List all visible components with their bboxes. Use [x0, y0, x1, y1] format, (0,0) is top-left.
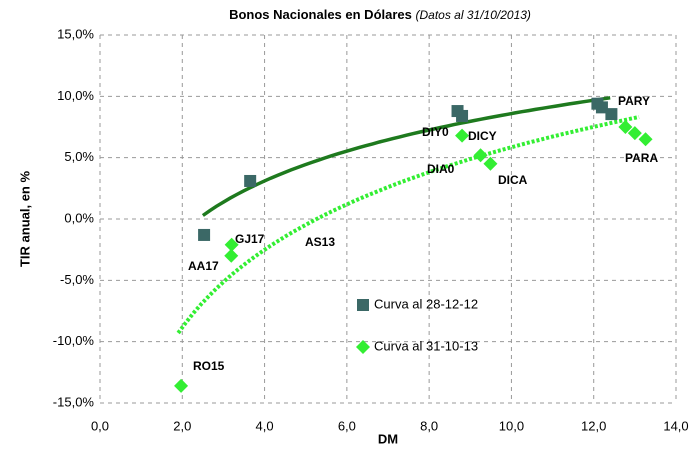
legend-label: Curva al 31-10-13 [374, 338, 478, 353]
annotation: GJ17 [235, 232, 265, 246]
square-marker [198, 228, 211, 241]
y-tick-label: -10,0% [53, 333, 95, 348]
y-axis-label: TIR anual, en % [17, 171, 32, 268]
x-tick-label: 12,0 [581, 418, 606, 433]
annotation: AS13 [305, 235, 335, 249]
x-tick-label: 4,0 [256, 418, 274, 433]
x-tick-label: 2,0 [173, 418, 191, 433]
diamond-marker [483, 156, 498, 171]
annotation: DIY0 [422, 125, 449, 139]
annotation: AA17 [188, 259, 219, 273]
legend-marker [356, 340, 370, 354]
annotation: PARA [625, 151, 658, 165]
legend-label: Curva al 28-12-12 [374, 296, 478, 311]
x-tick-label: 8,0 [420, 418, 438, 433]
y-tick-label: 0,0% [64, 210, 94, 225]
trendline [201, 96, 611, 217]
chart-subtitle: (Datos al 31/10/2013) [416, 8, 531, 22]
square-marker [244, 174, 257, 187]
trendline [176, 115, 640, 335]
x-tick-label: 6,0 [338, 418, 356, 433]
legend-marker [357, 299, 369, 311]
annotation: DICY [468, 129, 497, 143]
diamond-marker [174, 378, 189, 393]
diamond-marker [455, 128, 470, 143]
diamond-marker [638, 132, 653, 147]
y-tick-label: 10,0% [57, 88, 94, 103]
diamond-marker [224, 248, 239, 263]
diamond-marker [473, 148, 488, 163]
annotation: DIA0 [427, 162, 455, 176]
y-tick-label: 5,0% [64, 149, 94, 164]
chart-title-group: Bonos Nacionales en Dólares (Datos al 31… [229, 7, 531, 22]
x-tick-label: 14,0 [663, 418, 688, 433]
diamond-marker [618, 120, 633, 134]
annotation: DICA [498, 173, 528, 187]
square-marker [595, 101, 608, 114]
y-tick-label: 15,0% [57, 26, 94, 41]
x-tick-label: 10,0 [499, 418, 524, 433]
chart-title: Bonos Nacionales en Dólares [229, 7, 412, 22]
annotation: PARY [618, 94, 650, 108]
x-axis-label: DM [378, 431, 398, 446]
y-tick-label: -15,0% [53, 394, 95, 409]
y-tick-label: -5,0% [60, 272, 94, 287]
x-tick-label: 0,0 [91, 418, 109, 433]
square-marker [456, 109, 469, 122]
square-marker [605, 108, 618, 121]
annotation: RO15 [193, 359, 225, 373]
diamond-marker [627, 126, 642, 141]
diamond-marker [224, 237, 239, 252]
